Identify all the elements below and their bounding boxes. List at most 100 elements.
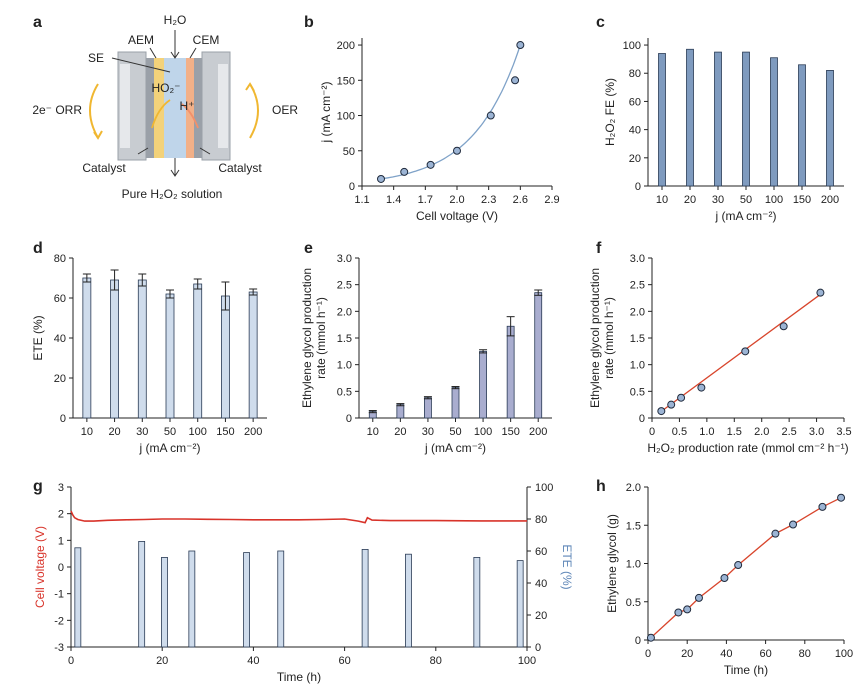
solid-electrolyte-layer (164, 58, 186, 158)
y-axis-label: Ethylene glycol (g) (605, 514, 619, 613)
data-point (677, 393, 686, 402)
bar (742, 51, 750, 187)
y-tick-label: 100 (337, 111, 355, 123)
y-tick-label: 0 (58, 562, 64, 574)
ete-bar (473, 557, 481, 648)
x-tick-label: 50 (449, 426, 461, 438)
x-tick-label: 30 (136, 426, 148, 438)
x-axis-label: j (mA cm⁻²) (139, 441, 201, 455)
y-tick-label: 0.5 (626, 597, 641, 609)
x-tick-label: 0 (649, 426, 655, 438)
panel-letter-a: a (33, 14, 42, 31)
y-tick-label: 0 (535, 642, 541, 654)
se-label: SE (88, 51, 104, 65)
data-point (683, 605, 692, 614)
x-tick-label: 0 (645, 648, 651, 660)
panel-letter-e: e (304, 240, 313, 257)
bar (479, 350, 487, 419)
y-tick-label: -2 (54, 615, 64, 627)
bar (165, 293, 175, 419)
data-point (400, 167, 409, 176)
y-tick-label: 20 (629, 153, 641, 165)
aem-label: AEM (128, 33, 154, 47)
x-tick-label: 3.5 (836, 426, 851, 438)
y-tick-label: 60 (629, 96, 641, 108)
voltage-line (70, 510, 527, 524)
y-tick-label: 2.0 (630, 306, 645, 318)
y-tick-label: 20 (54, 373, 66, 385)
water-inlet-arrow-icon (170, 51, 180, 59)
data-point (377, 174, 385, 183)
ete-bar (516, 560, 524, 648)
data-point (516, 41, 525, 50)
bar (396, 404, 405, 419)
product-label: Pure H₂O₂ solution (122, 187, 223, 201)
y-tick-label: 2.0 (626, 482, 641, 494)
ho2-transport-arrow-icon (151, 99, 171, 129)
bar (193, 283, 203, 419)
water-label: H₂O (164, 13, 187, 27)
data-point (720, 574, 729, 583)
x-tick-label: 1.7 (418, 194, 433, 206)
x-tick-label: 60 (759, 648, 771, 660)
x-tick-label: 150 (501, 426, 519, 438)
x-tick-label: 10 (656, 194, 668, 206)
x-tick-label: 2.0 (754, 426, 769, 438)
bar (826, 70, 834, 187)
fit-curve (380, 44, 521, 180)
x-tick-label: 0 (68, 655, 74, 667)
y-axis-label: ETE (%) (31, 315, 45, 360)
y-tick-label: 0.5 (630, 386, 645, 398)
proton-transport-arrow-icon (181, 103, 199, 129)
x-tick-label: 40 (720, 648, 732, 660)
x-axis-label: j (mA cm⁻²) (424, 441, 486, 455)
x-tick-label: 1.0 (699, 426, 714, 438)
bar (137, 279, 147, 419)
data-point (818, 502, 827, 511)
right-catalyst-layer (194, 58, 202, 158)
x-tick-label: 20 (684, 194, 696, 206)
x-tick-label: 2.6 (513, 194, 528, 206)
bar (110, 279, 119, 419)
x-tick-label: 50 (164, 426, 176, 438)
chart-b-current-vs-voltage: 1.1 1.4 1.7 2.0 2.3 2.6 2.9 0 50 100 150 200 Cell vo… (319, 38, 560, 223)
x-tick-label: 50 (740, 194, 752, 206)
x-tick-label: 100 (835, 648, 853, 660)
y-tick-label: 1.5 (626, 520, 641, 532)
y-tick-label: 0.5 (337, 386, 352, 398)
x-axis-label: Cell voltage (V) (416, 209, 498, 223)
ete-bar (138, 541, 146, 648)
y-axis-label: Ethylene glycol production (300, 268, 314, 408)
data-point (734, 561, 743, 570)
catalyst-right-pointer (199, 147, 211, 155)
x-tick-label: 100 (189, 426, 207, 438)
x-axis-label: Time (h) (724, 663, 768, 677)
bar (658, 53, 666, 187)
se-pointer (111, 57, 171, 73)
x-tick-label: 1.1 (354, 194, 369, 206)
y-tick-label: 0 (635, 181, 641, 193)
x-tick-label: 150 (793, 194, 811, 206)
y-tick-label: 80 (54, 253, 66, 265)
ete-bar (74, 547, 82, 648)
data-point (453, 146, 461, 155)
catalyst-right-label: Catalyst (218, 161, 262, 175)
x-tick-label: 0.5 (672, 426, 687, 438)
right-plate-channels (218, 64, 228, 148)
data-point (779, 322, 788, 331)
y-tick-label: 2.5 (630, 280, 645, 292)
y-tick-label: 40 (535, 578, 547, 590)
y-tick-label: 1.0 (337, 360, 352, 372)
x-tick-label: 200 (529, 426, 547, 438)
chart-g-stability: 0 20 40 60 80 100 -3 -2 -1 0 1 2 3 0 20 40 60 80 100 Time (… (33, 482, 574, 684)
catalyst-left-pointer (137, 147, 149, 155)
bar (451, 387, 460, 419)
ho2-label: HO₂⁻ (152, 81, 181, 95)
y-tick-label: 2.0 (337, 306, 352, 318)
y-tick-label: 2 (58, 509, 64, 521)
y-axis-label: H₂O₂ FE (%) (603, 78, 617, 146)
cem-membrane (186, 58, 194, 158)
y-tick-label: 3 (58, 482, 64, 494)
y-tick-label: 1.0 (626, 559, 641, 571)
y-axis-label: Ethylene glycol production (588, 268, 602, 408)
